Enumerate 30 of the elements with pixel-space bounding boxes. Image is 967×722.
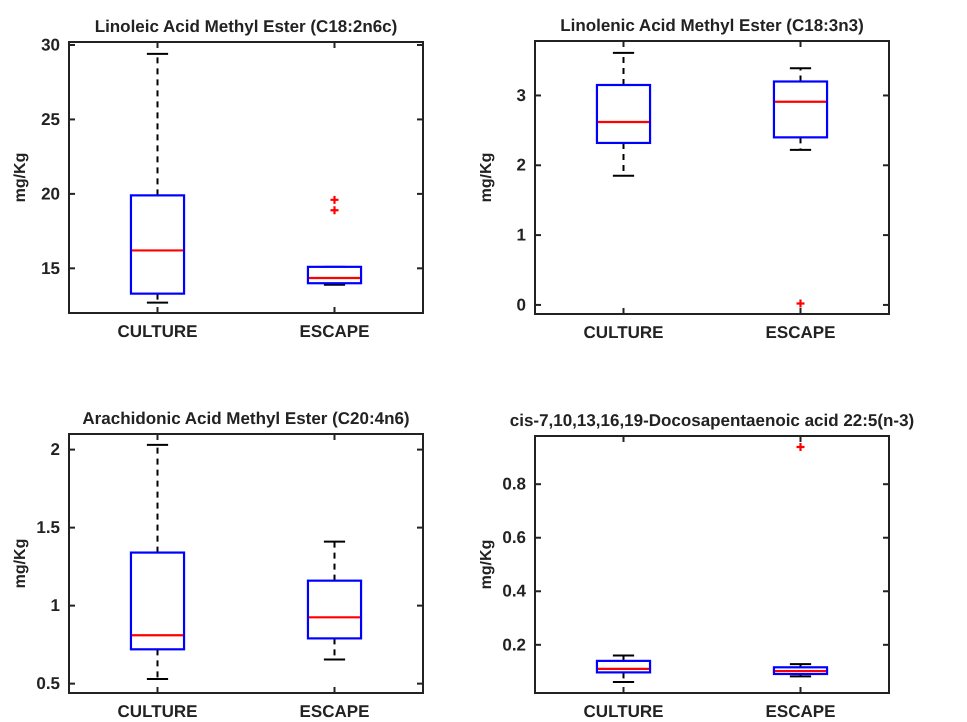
y-tick-label: 0.2 xyxy=(502,635,526,654)
y-tick-label: 20 xyxy=(41,184,60,204)
chart-title: Arachidonic Acid Methyl Ester (C20:4n6) xyxy=(82,409,410,428)
y-tick-label: 15 xyxy=(41,258,60,278)
chart-title: cis-7,10,13,16,19-Docosapentaenoic acid 22:5(n-3) xyxy=(510,411,914,430)
x-tick-label: ESCAPE xyxy=(300,322,370,342)
y-tick-label: 1 xyxy=(50,596,60,616)
x-tick-label: CULTURE xyxy=(118,322,198,342)
y-tick-label: 25 xyxy=(41,110,60,129)
x-tick-label: CULTURE xyxy=(118,702,198,722)
y-tick-label: 0.6 xyxy=(502,528,526,548)
y-tick-label: 2 xyxy=(50,440,60,460)
y-tick-label: 0.8 xyxy=(502,474,526,494)
chart-title: Linoleic Acid Methyl Ester (C18:2n6c) xyxy=(94,17,398,36)
chart-title: Linolenic Acid Methyl Ester (C18:3n3) xyxy=(560,16,864,35)
y-tick-label: 3 xyxy=(516,86,526,105)
y-tick-label: 30 xyxy=(41,35,60,54)
x-tick-label: CULTURE xyxy=(584,323,664,342)
x-tick-label: ESCAPE xyxy=(766,323,836,342)
y-tick-label: 1 xyxy=(516,226,526,245)
y-tick-label: 0.4 xyxy=(502,582,527,601)
y-axis-title: mg/Kg xyxy=(12,538,29,588)
y-axis-title: mg/Kg xyxy=(12,152,29,202)
y-tick-label: 0.5 xyxy=(36,674,60,694)
x-tick-label: CULTURE xyxy=(584,702,664,722)
y-tick-label: 0 xyxy=(516,295,526,314)
x-tick-label: ESCAPE xyxy=(766,702,836,722)
y-tick-label: 2 xyxy=(516,156,526,175)
x-tick-label: ESCAPE xyxy=(300,702,370,722)
y-tick-label: 1.5 xyxy=(36,518,60,538)
